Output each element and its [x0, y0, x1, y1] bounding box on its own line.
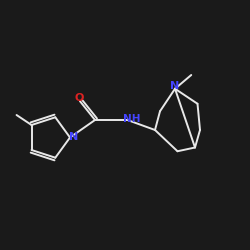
Text: N: N — [69, 132, 78, 142]
Text: NH: NH — [122, 114, 140, 124]
Text: N: N — [170, 81, 179, 91]
Text: O: O — [74, 93, 84, 103]
